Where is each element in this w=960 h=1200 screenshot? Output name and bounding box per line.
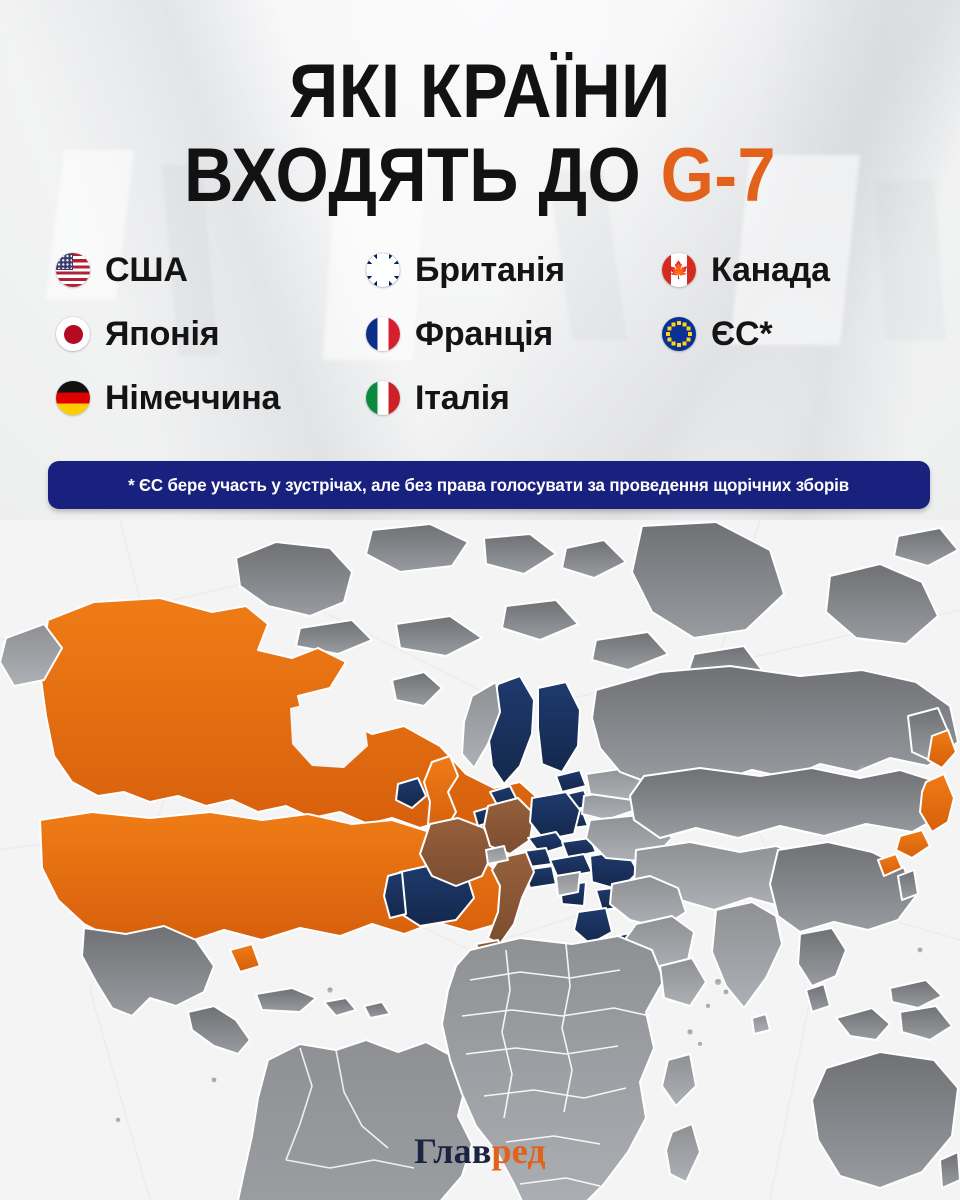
eu-flag-icon (662, 317, 696, 351)
country-item-empty (662, 366, 912, 430)
uk-flag-icon (366, 253, 400, 287)
title-accent-g7: G-7 (660, 132, 777, 218)
title-line-1: ЯКІ КРАЇНИ (289, 48, 671, 134)
logo-part-1: Глав (414, 1131, 492, 1171)
country-item-eu: ЄС* (662, 302, 912, 366)
country-item-germany: Німеччина (56, 366, 366, 430)
country-item-france: Франція (366, 302, 662, 366)
map-small-islands (115, 763, 923, 1123)
country-item-usa: США (56, 238, 366, 302)
eu-star (682, 322, 687, 327)
japan-flag-icon (56, 317, 90, 351)
france-flag-icon (366, 317, 400, 351)
title-line-2-prefix: ВХОДЯТЬ ДО (183, 132, 661, 218)
map-landmasses (0, 521, 960, 1200)
country-label: Британія (415, 250, 565, 289)
eu-star (688, 332, 692, 336)
country-label: Канада (711, 250, 830, 289)
page-title: ЯКІ КРАЇНИ ВХОДЯТЬ ДО G-7 (48, 48, 912, 213)
us-flag-icon (56, 253, 90, 287)
map-country-borders-sa (285, 1047, 415, 1169)
country-row: Японія Франція ЄС* (56, 302, 912, 366)
country-row: Німеччина Італія (56, 366, 912, 430)
country-label: Японія (105, 314, 220, 353)
country-label: Італія (415, 378, 510, 417)
brand-logo: Главред (0, 1130, 960, 1172)
eu-star (671, 341, 676, 346)
country-item-japan: Японія (56, 302, 366, 366)
eu-star (667, 337, 672, 342)
country-label: Німеччина (105, 378, 281, 417)
country-item-britain: Британія (366, 238, 662, 302)
country-label: США (105, 250, 188, 289)
footnote-text: * ЄС бере участь у зустрічах, але без пр… (128, 474, 850, 495)
eu-star (667, 326, 672, 331)
world-map-svg (0, 520, 960, 1200)
eu-star (682, 341, 687, 346)
eu-star (686, 326, 691, 331)
eu-star (666, 332, 670, 336)
germany-flag-icon (56, 381, 90, 415)
eu-star (677, 343, 681, 347)
canada-flag-icon: 🍁 (662, 253, 696, 287)
italy-flag-icon (366, 381, 400, 415)
country-item-italy: Італія (366, 366, 662, 430)
world-map (0, 520, 960, 1200)
logo-part-2: ред (491, 1131, 546, 1171)
country-item-canada: 🍁 Канада (662, 238, 912, 302)
country-label: Франція (415, 314, 554, 353)
title-line-2: ВХОДЯТЬ ДО G-7 (48, 137, 912, 213)
country-row: США Британія 🍁 Канада (56, 238, 912, 302)
map-country-borders-africa (461, 943, 651, 1187)
footnote-banner: * ЄС бере участь у зустрічах, але без пр… (48, 461, 930, 509)
country-list: США Британія 🍁 Канада Японія (56, 238, 912, 430)
eu-star (671, 322, 676, 327)
country-label: ЄС* (711, 314, 773, 353)
eu-star (686, 337, 691, 342)
eu-star (677, 321, 681, 325)
